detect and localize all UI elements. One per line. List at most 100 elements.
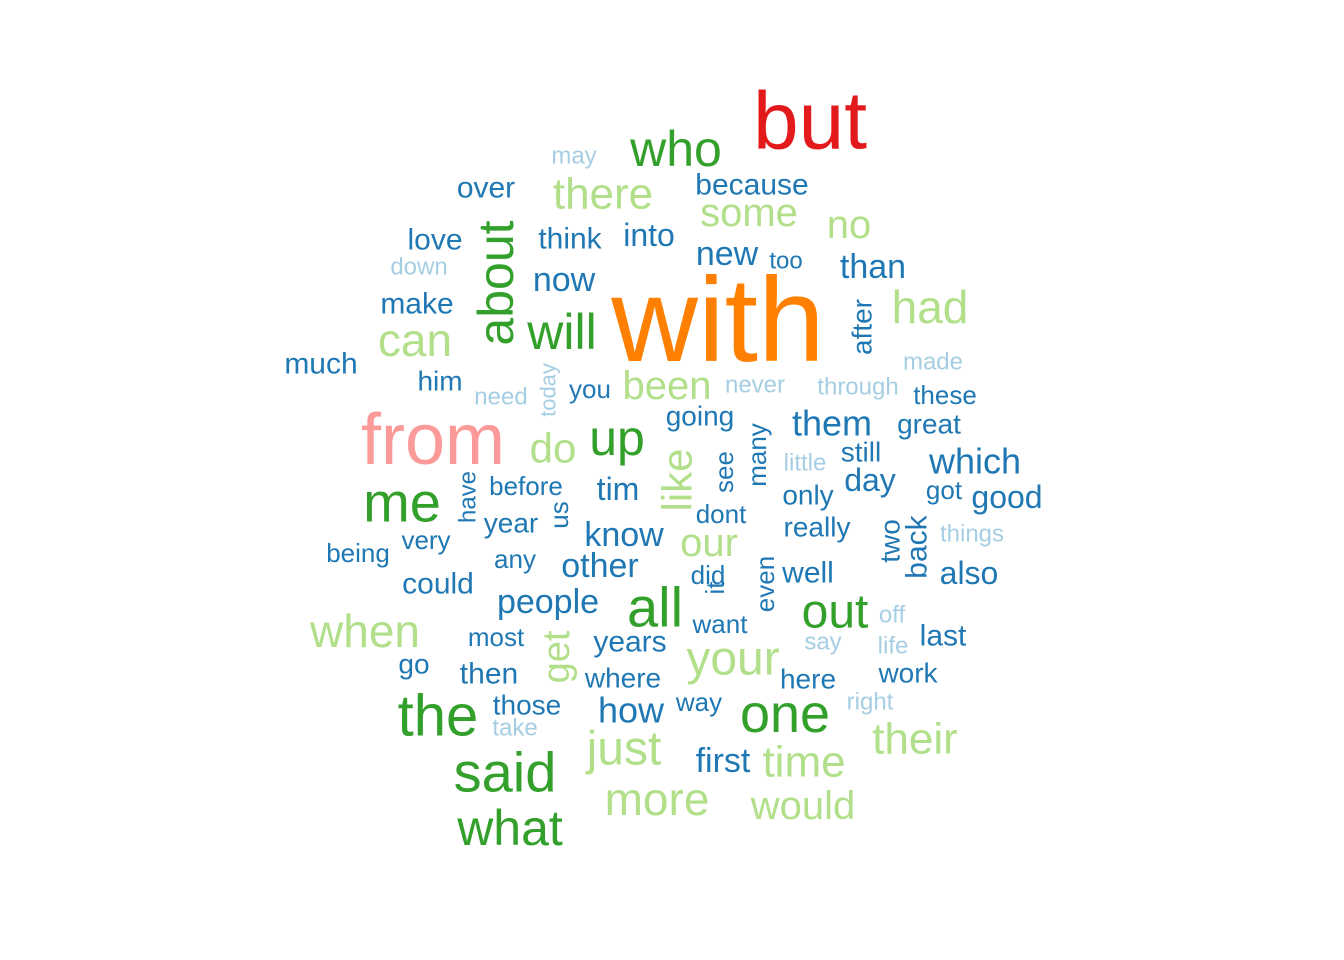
cloud-word: tim xyxy=(597,471,640,507)
cloud-word: life xyxy=(878,633,909,660)
cloud-word: will xyxy=(526,304,596,360)
cloud-word: about xyxy=(468,220,524,345)
cloud-word: many xyxy=(742,423,772,487)
cloud-word: going xyxy=(666,401,735,432)
cloud-word: go xyxy=(398,649,429,680)
cloud-word: year xyxy=(484,508,538,539)
cloud-word: us xyxy=(544,501,574,528)
cloud-word: one xyxy=(740,684,830,744)
cloud-word: great xyxy=(897,409,961,440)
cloud-word: even xyxy=(750,556,780,612)
cloud-word: other xyxy=(561,547,639,585)
cloud-word: said xyxy=(454,741,557,804)
cloud-word: there xyxy=(553,170,653,219)
cloud-word: right xyxy=(847,689,894,716)
cloud-word: think xyxy=(538,223,602,256)
cloud-word: through xyxy=(817,374,898,401)
cloud-word: much xyxy=(284,348,357,381)
cloud-word: like xyxy=(654,448,701,511)
cloud-word: say xyxy=(804,629,841,656)
cloud-word: out xyxy=(802,586,869,639)
cloud-word: get xyxy=(536,630,578,683)
cloud-word: here xyxy=(780,664,836,695)
cloud-word: made xyxy=(903,349,963,376)
cloud-word: today xyxy=(536,363,561,417)
cloud-word: into xyxy=(623,217,675,253)
cloud-word: those xyxy=(493,690,562,721)
cloud-word: dont xyxy=(696,499,747,529)
cloud-word: only xyxy=(782,480,833,511)
cloud-word: before xyxy=(489,471,563,501)
cloud-word: day xyxy=(844,462,896,498)
cloud-word: no xyxy=(827,203,872,247)
cloud-word: most xyxy=(468,622,525,652)
cloud-word: me xyxy=(363,471,441,534)
cloud-word: over xyxy=(457,172,515,205)
cloud-word: how xyxy=(598,690,665,731)
cloud-word: all xyxy=(627,576,683,639)
cloud-word: being xyxy=(326,538,390,568)
cloud-word: really xyxy=(784,512,851,543)
cloud-word: our xyxy=(680,521,738,565)
cloud-word: make xyxy=(380,288,453,321)
cloud-word: need xyxy=(474,384,527,411)
cloud-word: where xyxy=(584,663,661,694)
cloud-word: any xyxy=(494,544,536,574)
cloud-word: still xyxy=(841,437,881,468)
cloud-word: what xyxy=(456,800,563,856)
cloud-word: would xyxy=(750,784,856,828)
cloud-word: very xyxy=(401,525,450,555)
cloud-word: may xyxy=(551,143,596,170)
cloud-word: never xyxy=(725,372,785,399)
cloud-word: know xyxy=(584,516,664,554)
cloud-word: them xyxy=(792,403,872,444)
cloud-word: work xyxy=(877,658,938,689)
cloud-word: the xyxy=(398,684,479,749)
cloud-word: your xyxy=(686,633,779,686)
cloud-word: people xyxy=(497,583,599,621)
cloud-word: off xyxy=(879,602,906,629)
cloud-word: after xyxy=(847,299,878,355)
cloud-word: last xyxy=(920,620,967,653)
cloud-word: because xyxy=(695,169,808,202)
cloud-word: take xyxy=(492,715,537,742)
cloud-word: but xyxy=(753,76,867,167)
cloud-word: when xyxy=(309,605,420,657)
cloud-word: then xyxy=(460,658,518,691)
cloud-word: new xyxy=(696,235,759,273)
cloud-word: years xyxy=(593,626,666,659)
cloud-word: have xyxy=(455,471,482,523)
cloud-word: too xyxy=(769,248,802,275)
cloud-word: want xyxy=(692,609,749,639)
cloud-word: just xyxy=(585,723,662,776)
cloud-word: more xyxy=(605,773,710,825)
cloud-word: back xyxy=(901,514,934,578)
cloud-word: him xyxy=(417,366,462,397)
cloud-word: also xyxy=(940,555,999,591)
cloud-word: time xyxy=(762,738,845,787)
cloud-word: good xyxy=(971,479,1042,515)
cloud-word: who xyxy=(629,121,722,177)
cloud-word: now xyxy=(533,261,596,299)
cloud-word: well xyxy=(781,557,834,590)
cloud-word: been xyxy=(623,364,712,408)
cloud-word: you xyxy=(569,374,611,404)
cloud-word: had xyxy=(892,281,969,333)
cloud-word: see xyxy=(709,451,739,493)
cloud-word: do xyxy=(530,425,577,472)
cloud-word: which xyxy=(928,441,1021,482)
cloud-word: two xyxy=(875,519,906,563)
cloud-word: their xyxy=(872,715,958,764)
cloud-word: things xyxy=(940,521,1004,548)
cloud-word: love xyxy=(407,224,462,257)
cloud-word: can xyxy=(378,314,452,366)
cloud-word: it xyxy=(700,581,730,595)
cloud-word: did xyxy=(691,560,726,590)
cloud-word: with xyxy=(610,253,824,387)
cloud-word: some xyxy=(700,191,798,235)
cloud-word: first xyxy=(696,742,751,780)
cloud-word: could xyxy=(402,568,474,601)
cloud-word: up xyxy=(589,410,645,466)
cloud-word: than xyxy=(840,248,906,286)
